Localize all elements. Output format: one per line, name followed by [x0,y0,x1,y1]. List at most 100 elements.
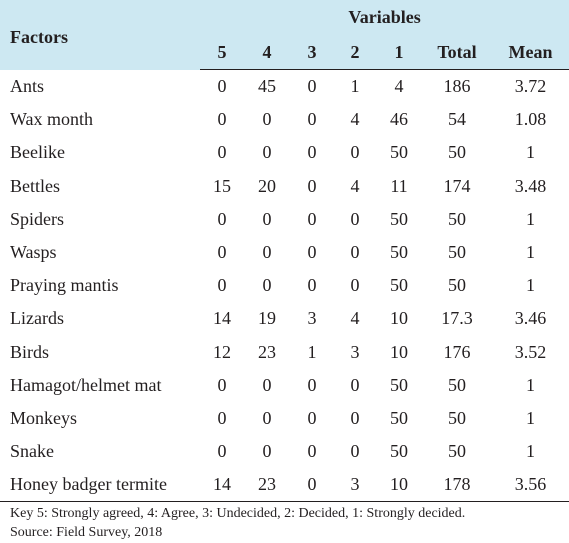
factor-cell: Honey badger termite [0,468,200,503]
value-4-cell: 20 [258,175,276,196]
value-3-cell: 0 [307,208,317,229]
value-5-cell: 0 [217,441,227,462]
value-3-cell: 0 [307,142,317,163]
mean-cell: 1 [526,208,536,229]
table-row: Bettles 15 20 0 4 11 174 3.48 [0,170,569,203]
total-cell: 50 [448,374,466,395]
total-cell: 178 [422,468,492,503]
value-5-cell: 0 [217,76,227,97]
value-3-cell: 0 [307,242,317,263]
column-header-mean: Mean [492,35,569,70]
value-1-cell: 50 [390,374,408,395]
total-cell: 50 [448,407,466,428]
value-3-cell: 0 [307,407,317,428]
value-2-cell: 3 [350,341,360,362]
mean-cell: 1 [526,142,536,163]
total-cell: 176 [443,341,471,362]
value-5-cell: 14 [213,308,231,329]
value-5-cell: 14 [200,468,244,503]
value-4-cell: 0 [262,441,272,462]
value-3-cell: 3 [307,308,317,329]
mean-cell: 1 [526,242,536,263]
table-row: Praying mantis 0 0 0 0 50 50 1 [0,269,569,302]
value-4-cell: 23 [258,341,276,362]
total-cell: 50 [448,142,466,163]
value-1-cell: 4 [394,76,404,97]
mean-cell: 3.48 [514,175,547,196]
factor-cell: Beelike [10,142,65,163]
value-1-cell: 50 [390,208,408,229]
factor-cell: Praying mantis [10,275,119,296]
value-5-cell: 0 [217,142,227,163]
value-4-cell: 45 [258,76,276,97]
total-cell: 54 [448,109,466,130]
table-body: Ants 0 45 0 1 4 186 3.72 Wax month 0 0 0 4 46 54 1.08 Be… [0,70,569,503]
value-4-cell: 19 [258,308,276,329]
value-4-cell: 23 [244,468,290,503]
table-row: Beelike 0 0 0 0 50 50 1 [0,136,569,169]
mean-cell: 1 [526,374,536,395]
survey-table-container: Factors Variables 5 4 3 2 1 Total Mean A… [0,0,569,503]
factor-cell: Snake [10,441,54,462]
value-1-cell: 10 [390,308,408,329]
value-1-cell: 50 [390,242,408,263]
table-row: Hamagot/helmet mat 0 0 0 0 50 50 1 [0,369,569,402]
factors-table: Factors Variables 5 4 3 2 1 Total Mean A… [0,0,569,503]
factor-cell: Birds [10,341,50,362]
table-row: Birds 12 23 1 3 10 176 3.52 [0,336,569,369]
value-4-cell: 0 [262,242,272,263]
value-4-cell: 0 [262,109,272,130]
footnote-key: Key 5: Strongly agreed, 4: Agree, 3: Und… [10,506,466,521]
column-header-total: Total [422,35,492,70]
value-2-cell: 3 [334,468,376,503]
value-1-cell: 11 [390,175,408,196]
value-5-cell: 15 [213,175,231,196]
mean-cell: 3.46 [514,308,547,329]
mean-cell: 1 [526,407,536,428]
column-header-2: 2 [334,35,376,70]
value-5-cell: 0 [217,242,227,263]
value-4-cell: 0 [262,275,272,296]
factors-header: Factors [0,0,200,70]
value-2-cell: 0 [350,275,360,296]
total-cell: 17.3 [441,308,473,329]
total-cell: 50 [448,441,466,462]
value-1-cell: 46 [390,109,408,130]
value-3-cell: 0 [307,275,317,296]
value-5-cell: 0 [217,407,227,428]
factor-cell: Bettles [10,175,60,196]
factor-cell: Hamagot/helmet mat [10,374,162,395]
factor-cell: Ants [10,75,45,96]
value-5-cell: 0 [217,208,227,229]
factor-cell: Wax month [10,109,94,130]
value-1-cell: 50 [390,441,408,462]
value-4-cell: 0 [262,374,272,395]
variables-header: Variables [200,0,569,35]
mean-cell: 1.08 [514,109,547,130]
value-3-cell: 0 [307,374,317,395]
mean-cell: 3.72 [514,76,547,97]
table-row: Wax month 0 0 0 4 46 54 1.08 [0,103,569,136]
value-2-cell: 4 [350,109,360,130]
total-cell: 50 [448,208,466,229]
factor-cell: Wasps [10,242,57,263]
column-header-5: 5 [200,35,244,70]
value-5-cell: 0 [217,374,227,395]
factor-cell: Monkeys [10,407,77,428]
value-5-cell: 0 [217,109,227,130]
table-row: Lizards 14 19 3 4 10 17.3 3.46 [0,302,569,335]
footnote-source: Source: Field Survey, 2018 [10,525,163,540]
factor-cell: Spiders [10,208,64,229]
table-row: Monkeys 0 0 0 0 50 50 1 [0,402,569,435]
value-1-cell: 10 [376,468,422,503]
value-5-cell: 12 [213,341,231,362]
table-row: Wasps 0 0 0 0 50 50 1 [0,236,569,269]
value-4-cell: 0 [262,142,272,163]
mean-cell: 1 [526,275,536,296]
value-1-cell: 10 [390,341,408,362]
table-row: Honey badger termite 14 23 0 3 10 178 3.56 [0,468,569,503]
value-2-cell: 0 [350,208,360,229]
value-3-cell: 0 [307,76,317,97]
value-2-cell: 0 [350,142,360,163]
value-3-cell: 1 [307,341,317,362]
